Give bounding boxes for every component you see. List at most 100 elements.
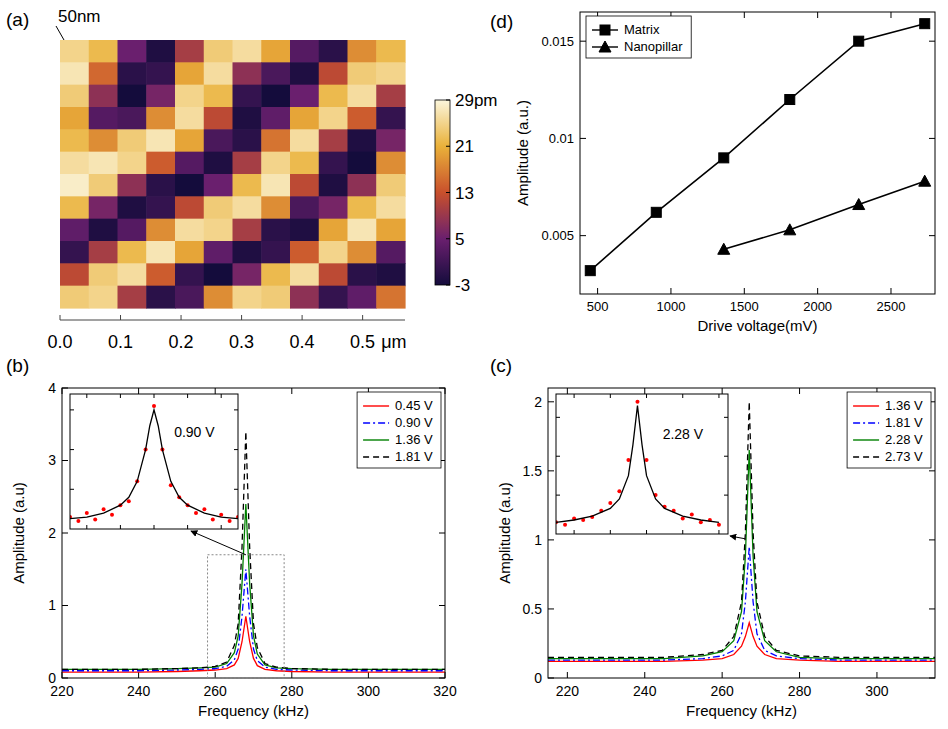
heat-cell	[376, 152, 405, 175]
x-tick	[574, 530, 575, 534]
colorbar-tick-label: 21	[455, 137, 474, 156]
heat-cell	[146, 196, 175, 219]
series-line	[70, 410, 238, 519]
heat-cell	[348, 129, 377, 152]
data-point	[785, 95, 795, 105]
legend-swatch	[853, 456, 879, 457]
x-tick-top	[646, 394, 647, 398]
inset-annotation: 0.90 V	[174, 424, 215, 440]
x-tick	[86, 525, 87, 529]
plot-background	[580, 12, 935, 294]
x-tick-label: 260	[204, 683, 228, 699]
data-point	[690, 513, 694, 517]
plot-frame	[548, 388, 935, 678]
heat-cell	[319, 241, 348, 264]
legend-label: 1.36 V	[395, 432, 433, 447]
data-point	[699, 520, 703, 524]
heat-cell	[376, 241, 405, 264]
heat-cell	[146, 107, 175, 130]
x-tick	[644, 672, 645, 678]
heat-cell	[319, 219, 348, 242]
heat-cell	[233, 241, 262, 264]
series-line	[724, 181, 925, 249]
heat-cell	[290, 241, 319, 264]
heat-cell	[261, 196, 290, 219]
data-point	[617, 489, 621, 493]
x-tick-label: 0.0	[47, 332, 72, 352]
legend-label: 0.45 V	[395, 398, 433, 413]
heat-cell	[204, 196, 233, 219]
heat-cell	[60, 62, 89, 85]
heat-cell	[376, 129, 405, 152]
colorbar-tick-label: 29pm	[455, 91, 498, 110]
data-point	[919, 175, 931, 186]
y-tick-label: 3	[48, 452, 56, 468]
x-tick	[120, 315, 121, 320]
y-tick-label: 0.01	[549, 131, 574, 146]
legend: 0.45 V0.90 V1.36 V1.81 V	[357, 392, 441, 468]
data-point	[784, 224, 796, 235]
heat-cell	[118, 263, 147, 286]
colorbar-tick	[446, 146, 450, 147]
heat-cell	[261, 286, 290, 309]
heat-cell	[89, 241, 118, 264]
legend-box	[586, 16, 691, 58]
y-tick	[70, 489, 74, 490]
heat-cell	[118, 62, 147, 85]
legend-label: 2.28 V	[885, 432, 923, 447]
x-tick	[670, 288, 671, 294]
x-tick-label: 2000	[803, 299, 832, 314]
x-tick-top	[215, 388, 216, 394]
data-point	[635, 400, 639, 404]
data-point	[211, 517, 215, 521]
x-tick	[718, 530, 719, 534]
heat-cell	[233, 196, 262, 219]
x-tick-label: 300	[357, 683, 381, 699]
heat-cell	[376, 286, 405, 309]
heat-cell	[290, 219, 319, 242]
heat-cell	[261, 152, 290, 175]
heat-cell	[319, 40, 348, 63]
x-tick-label: 1500	[730, 299, 759, 314]
plot-background	[70, 394, 238, 529]
heat-cell	[89, 219, 118, 242]
heat-cell	[261, 85, 290, 108]
x-tick	[187, 525, 188, 529]
heat-cell	[60, 263, 89, 286]
colorbar-tick	[446, 285, 450, 286]
y-tick	[580, 41, 586, 42]
y-tick-label: 0	[534, 670, 542, 686]
x-tick-label: 280	[788, 683, 812, 699]
plot-frame	[580, 12, 935, 294]
heat-cell	[175, 241, 204, 264]
series-line	[62, 569, 445, 671]
heat-cell	[376, 263, 405, 286]
colorbar	[435, 100, 450, 285]
y-axis-title: Amplitude (a.u)	[496, 482, 513, 584]
x-tick	[215, 672, 216, 678]
panel-letter: (a)	[6, 9, 29, 30]
x-tick	[60, 315, 61, 320]
x-tick-top	[744, 12, 745, 18]
colorbar-tick	[446, 238, 450, 239]
y-tick-right	[234, 489, 238, 490]
data-point	[717, 523, 721, 527]
plot-frame	[62, 388, 445, 678]
heat-cell	[118, 219, 147, 242]
data-point	[563, 523, 567, 527]
heat-cell	[175, 129, 204, 152]
heat-cell	[118, 107, 147, 130]
heat-cell	[118, 40, 147, 63]
legend: 1.36 V1.81 V2.28 V2.73 V	[847, 392, 931, 468]
legend-swatch	[853, 422, 879, 423]
x-tick	[646, 530, 647, 534]
y-tick-right	[929, 41, 935, 42]
data-point	[127, 499, 131, 503]
x-tick-label: 2500	[877, 299, 906, 314]
legend-marker	[600, 25, 610, 35]
heat-cell	[175, 107, 204, 130]
zoom-box	[208, 555, 285, 678]
heat-cell	[376, 85, 405, 108]
heat-cell	[146, 263, 175, 286]
x-axis-title: Drive voltage(mV)	[697, 317, 817, 334]
